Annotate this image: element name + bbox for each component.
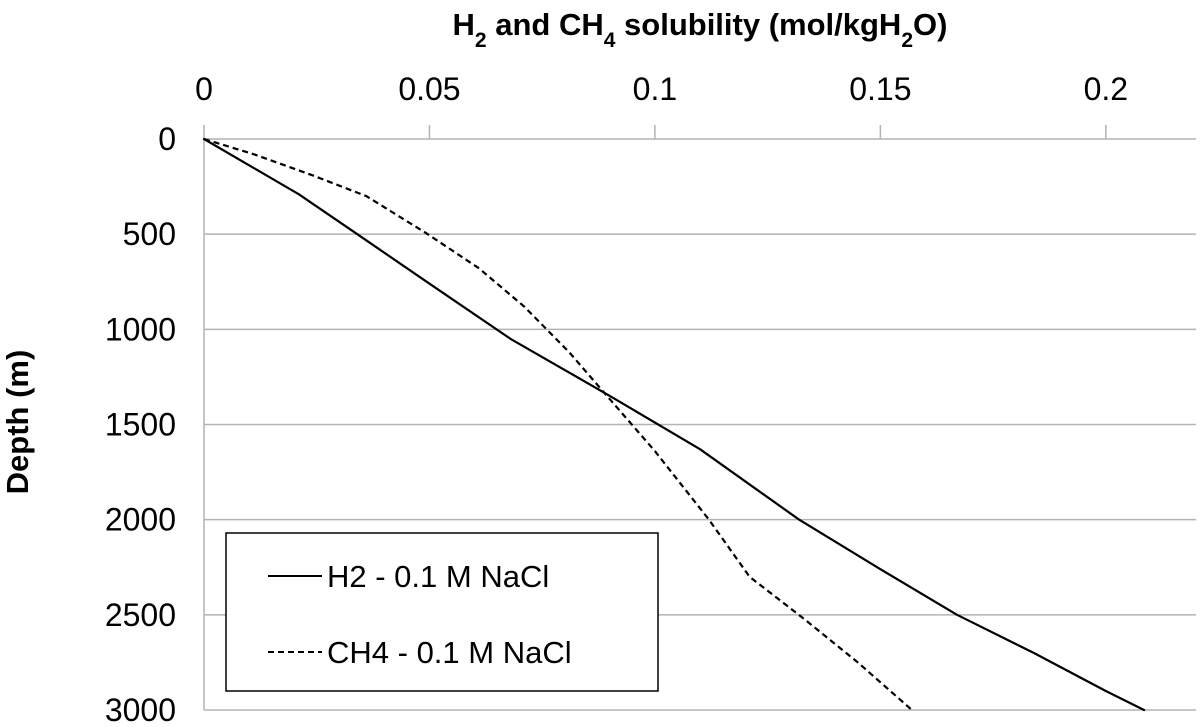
y-tick-label-1: 500 (123, 216, 176, 252)
x-tick-label-4: 0.2 (1084, 71, 1128, 107)
legend: H2 - 0.1 M NaCl CH4 - 0.1 M NaCl (225, 532, 659, 692)
series-layer (202, 137, 1146, 712)
x-tick-label-1: 0.05 (398, 71, 460, 107)
y-tick-labels: 0 500 1000 1500 2000 2500 3000 (105, 121, 176, 727)
x-tick-labels: 0 0.05 0.1 0.15 0.2 (195, 71, 1128, 107)
y-tick-label-3: 1500 (105, 407, 176, 443)
x-tick-label-2: 0.1 (633, 71, 677, 107)
series-line-ch4 (203, 137, 913, 711)
x-axis-title: H2 and CH4 solubility (mol/kgH2O) (453, 7, 948, 52)
series-line-h2 (202, 137, 1146, 712)
y-tick-label-4: 2000 (105, 502, 176, 538)
y-axis-title: Depth (m) (0, 350, 35, 495)
legend-label-ch4: CH4 - 0.1 M NaCl (327, 635, 572, 670)
y-tick-label-0: 0 (158, 121, 176, 157)
y-tick-label-5: 2500 (105, 597, 176, 633)
x-tick-label-3: 0.15 (849, 71, 911, 107)
legend-label-h2: H2 - 0.1 M NaCl (327, 559, 549, 594)
axes (203, 125, 1196, 711)
x-tick-label-0: 0 (195, 71, 213, 107)
y-tick-label-2: 1000 (105, 311, 176, 347)
y-tick-label-6: 3000 (105, 692, 176, 727)
legend-box (225, 532, 659, 692)
